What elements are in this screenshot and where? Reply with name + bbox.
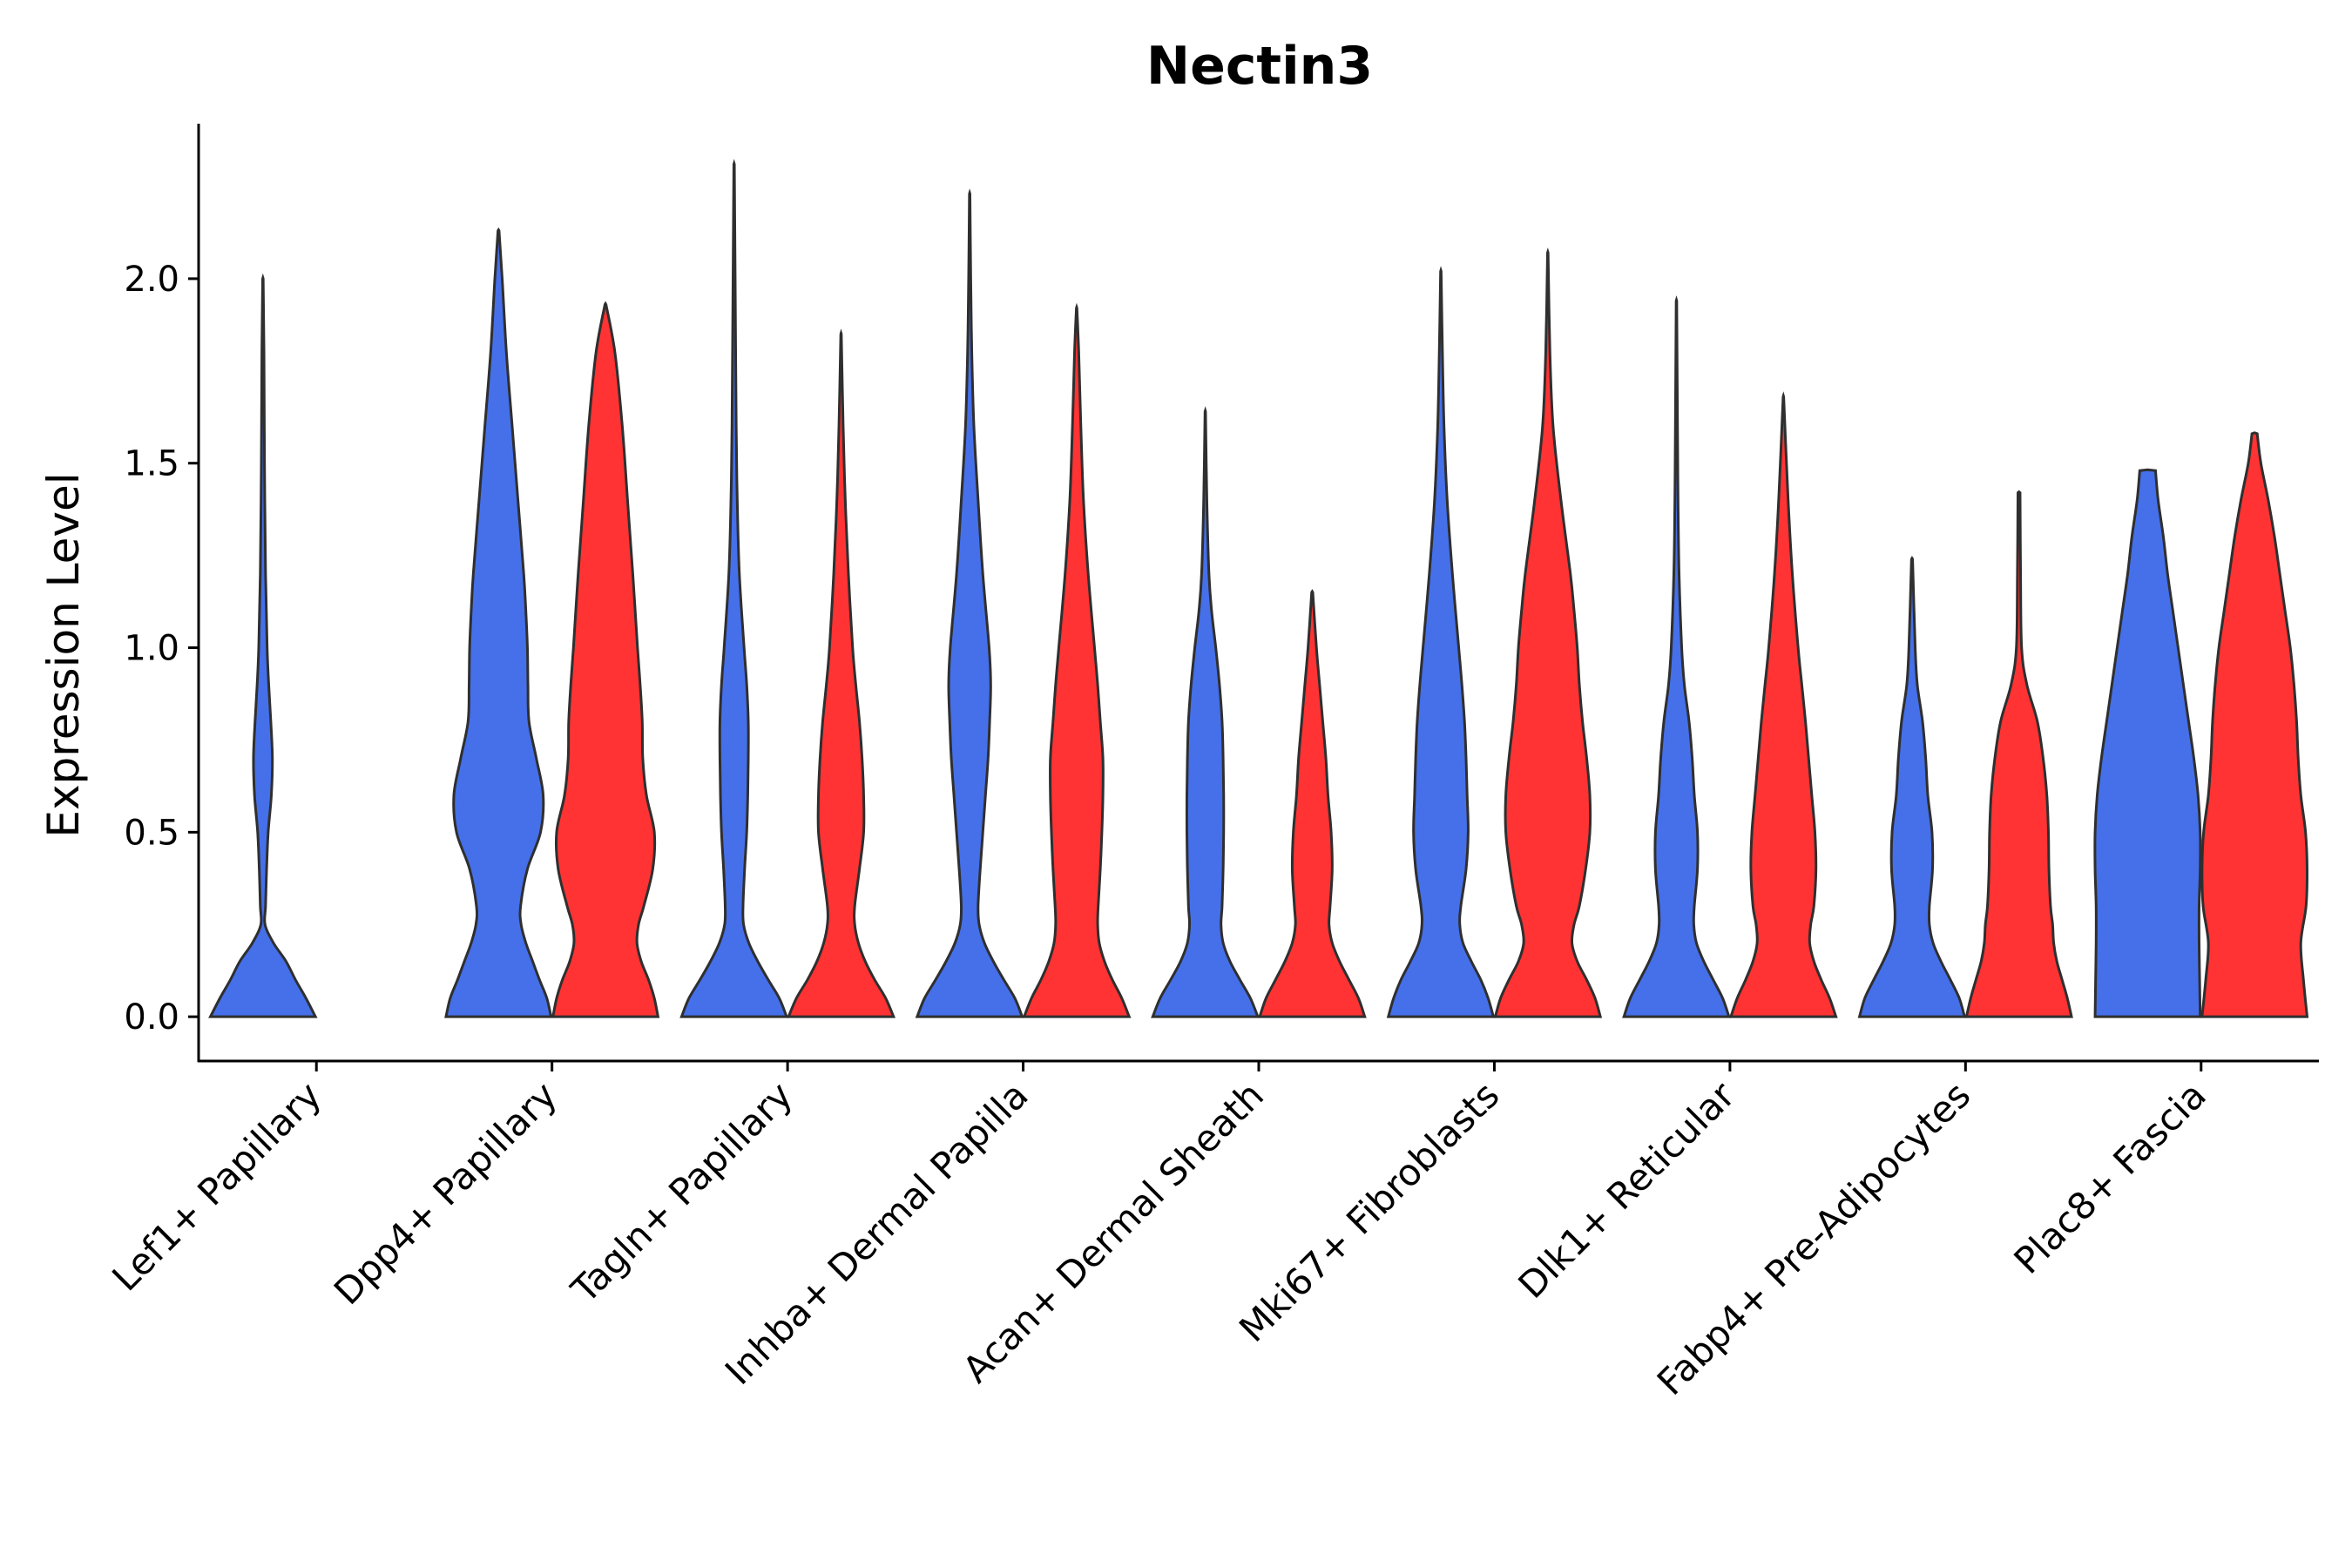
violin-blue	[679, 159, 789, 1018]
violin-blue	[444, 226, 553, 1018]
y-tick-label: 1.0	[124, 629, 179, 669]
y-tick-label: 0.0	[124, 997, 179, 1037]
violin-red	[786, 328, 896, 1018]
violin-red	[1257, 589, 1367, 1018]
violin-blue	[1857, 555, 1967, 1018]
y-axis-label: Expression Level	[38, 472, 89, 837]
violin-red	[1728, 391, 1838, 1018]
chart-title: Nectin3	[1146, 36, 1373, 97]
violin-blue	[2093, 468, 2202, 1018]
violin-blue	[1151, 406, 1260, 1018]
violin-blue	[1622, 295, 1731, 1018]
y-tick-label: 1.5	[124, 444, 179, 484]
x-tick-label: Plac8+ Fascia	[2005, 1073, 2213, 1281]
violin-red	[2200, 431, 2309, 1018]
violin-blue	[915, 188, 1024, 1018]
violin-blue	[208, 273, 318, 1018]
y-tick-label: 2.0	[124, 260, 179, 300]
x-tick-label: Dpp4+ Papillary	[326, 1073, 565, 1313]
violins	[208, 159, 2309, 1018]
x-tick-label: Tagln+ Papillary	[563, 1073, 801, 1311]
x-tick-label: Mki67+ Fibroblasts	[1231, 1073, 1507, 1349]
violin-blue	[1386, 266, 1496, 1018]
violin-red	[1964, 490, 2073, 1018]
y-ticks: 0.0 0.5 1.0 1.5 2.0	[124, 260, 199, 1037]
x-tick-label: Dlk1+ Reticular	[1510, 1073, 1743, 1307]
violin-red	[551, 301, 660, 1018]
violin-red	[1022, 302, 1132, 1018]
x-tick-label: Lef1+ Papillary	[104, 1073, 329, 1299]
violin-red	[1493, 247, 1603, 1018]
y-tick-label: 0.5	[124, 813, 179, 853]
